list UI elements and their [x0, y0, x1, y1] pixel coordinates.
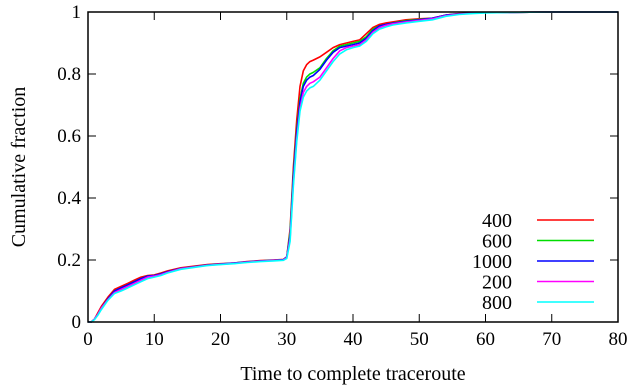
legend-label: 1000: [472, 251, 512, 273]
legend-label: 200: [482, 272, 512, 294]
x-tick-label: 80: [609, 329, 628, 350]
y-tick-label: 0.8: [57, 64, 81, 85]
y-tick-label: 0.4: [57, 188, 81, 209]
x-tick-label: 60: [476, 329, 495, 350]
plot-frame: [87, 11, 619, 323]
series-line-1000: [88, 11, 618, 323]
x-tick-label: 40: [344, 329, 363, 350]
x-axis-ticks: 0 10 20 30 40 50 60 70 80: [83, 12, 628, 350]
y-tick-label: 1: [72, 2, 82, 23]
x-tick-label: 10: [145, 329, 164, 350]
series-line-800: [88, 11, 618, 323]
x-tick-label: 50: [410, 329, 429, 350]
y-tick-label: 0: [72, 312, 82, 333]
series-line-600: [88, 11, 618, 323]
x-tick-label: 0: [83, 329, 93, 350]
series-lines: [88, 11, 618, 323]
x-tick-label: 30: [277, 329, 296, 350]
y-tick-label: 0.6: [57, 126, 81, 147]
legend-label: 800: [482, 292, 512, 314]
x-axis-label: Time to complete traceroute: [240, 363, 465, 385]
series-line-400: [88, 11, 618, 323]
legend-label: 400: [482, 210, 512, 232]
x-tick-label: 70: [542, 329, 561, 350]
y-axis-ticks: 0 0.2 0.4 0.6 0.8 1: [57, 2, 618, 333]
y-tick-label: 0.2: [57, 250, 81, 271]
y-axis-label: Cumulative fraction: [8, 87, 30, 248]
legend-label: 600: [482, 231, 512, 253]
x-tick-label: 20: [211, 329, 230, 350]
series-line-200: [88, 11, 618, 323]
